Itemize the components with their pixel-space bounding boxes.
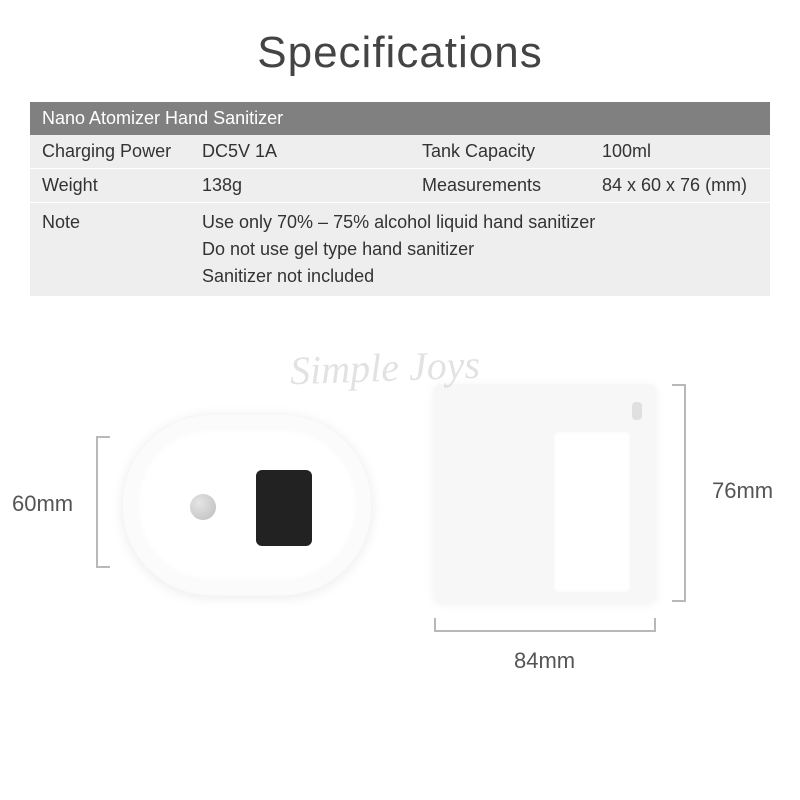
nozzle-icon [256, 470, 312, 546]
spec-value: 100ml [590, 135, 770, 169]
dimension-label-height-left: 60mm [12, 491, 73, 517]
spec-key: Tank Capacity [410, 135, 590, 169]
spec-key: Weight [30, 169, 190, 203]
product-front-view [434, 384, 656, 602]
table-row: Charging Power DC5V 1A Tank Capacity 100… [30, 135, 770, 169]
dimension-diagram: Simple Joys 60mm 76mm 84mm [0, 326, 800, 766]
dimension-bracket-height-right [676, 384, 686, 602]
spec-value: DC5V 1A [190, 135, 410, 169]
note-line: Use only 70% – 75% alcohol liquid hand s… [202, 209, 758, 236]
dimension-label-width-bottom: 84mm [514, 648, 575, 674]
table-header-row: Nano Atomizer Hand Sanitizer [30, 102, 770, 135]
dimension-bracket-width-bottom [434, 622, 656, 632]
front-panel [554, 432, 630, 592]
note-label: Note [30, 203, 190, 297]
note-text: Use only 70% – 75% alcohol liquid hand s… [190, 203, 770, 297]
spec-key: Measurements [410, 169, 590, 203]
table-row: Weight 138g Measurements 84 x 60 x 76 (m… [30, 169, 770, 203]
spec-value: 84 x 60 x 76 (mm) [590, 169, 770, 203]
page-title: Specifications [0, 0, 800, 102]
table-note-row: Note Use only 70% – 75% alcohol liquid h… [30, 203, 770, 297]
product-top-view [122, 414, 372, 596]
dimension-bracket-height-left [96, 436, 106, 568]
spec-value: 138g [190, 169, 410, 203]
note-line: Do not use gel type hand sanitizer [202, 236, 758, 263]
dimension-label-height-right: 76mm [712, 478, 773, 504]
product-top-view-inner [136, 428, 358, 582]
spec-key: Charging Power [30, 135, 190, 169]
spec-table: Nano Atomizer Hand Sanitizer Charging Po… [30, 102, 770, 296]
table-header: Nano Atomizer Hand Sanitizer [30, 102, 770, 135]
sensor-icon [190, 494, 216, 520]
note-line: Sanitizer not included [202, 263, 758, 290]
indicator-icon [632, 402, 642, 420]
